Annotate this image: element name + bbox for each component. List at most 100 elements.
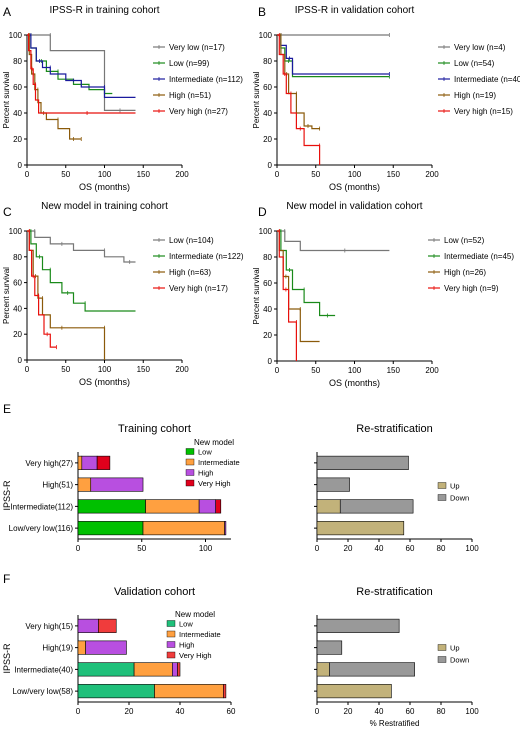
legend-swatch [166,641,176,648]
series-line [277,34,321,165]
series-line [277,34,390,78]
legend-label: Up [450,644,460,653]
legend-label: High [179,641,194,650]
x-tick-label: 150 [137,170,151,179]
x-tick-label: 100 [98,365,112,374]
series-line [277,34,390,75]
bar-segment [316,662,330,677]
legend-label: Intermediate (n=112) [169,75,243,84]
legend-swatch [166,630,176,638]
series-line [277,230,390,252]
panel-letter: B [258,5,266,19]
bar-segment [133,662,173,677]
category-label: Intermediate(40) [14,665,73,674]
legend-label: Intermediate (n=40) [454,75,520,84]
chart-title: Training cohort [118,423,191,435]
category-label: Very high(15) [25,622,73,631]
bar-segment [77,499,146,514]
x-tick-label: 80 [437,544,446,553]
bar-segment [316,477,350,492]
x-axis-label: OS (months) [79,377,130,387]
x-tick-label: 0 [25,365,30,374]
legend-label: High [198,469,213,478]
y-tick-label: 80 [263,253,272,262]
x-tick-label: 200 [425,170,439,179]
legend-label: Very low (n=17) [169,43,225,52]
bar-segment [339,499,414,514]
x-tick-label: 50 [137,544,146,553]
bar-segment [90,477,144,492]
y-tick-label: 40 [13,304,22,313]
x-tick-label: 0 [25,170,30,179]
x-tick-label: 0 [76,544,81,553]
bar-segment [316,455,409,470]
legend-label: Intermediate [179,630,221,639]
legend-label: Down [450,494,469,503]
y-tick-label: 40 [263,109,272,118]
x-tick-label: 100 [465,707,479,716]
legend-label: Intermediate [198,458,240,467]
x-tick-label: 150 [137,365,151,374]
x-tick-label: 150 [387,366,401,375]
bar-segment [329,662,415,677]
legend-swatch [185,458,195,466]
x-tick-label: 200 [175,170,189,179]
category-label: Intermediate(112) [10,502,73,511]
x-axis-label: OS (months) [329,182,380,192]
x-tick-label: 0 [315,544,320,553]
x-tick-label: 100 [98,170,112,179]
bar-segment [215,499,222,514]
x-tick-label: 50 [311,366,320,375]
x-tick-label: 0 [275,170,280,179]
legend-swatch [166,620,176,627]
y-tick-label: 80 [13,253,22,262]
series-line [277,230,297,361]
y-axis-label: Percent survival [2,267,11,324]
bar-segment [77,662,135,677]
legend-label: High (n=19) [454,91,496,100]
bar-segment [154,684,224,699]
x-tick-label: 60 [406,707,415,716]
bar-segment [77,684,155,699]
legend-label: Very high (n=9) [444,284,499,293]
legend-label: High (n=26) [444,268,486,277]
x-axis-label: OS (months) [329,378,380,388]
legend-swatch [166,651,176,659]
x-tick-label: 200 [425,366,439,375]
series-line [27,230,136,312]
legend-label: Low (n=54) [454,59,495,68]
x-tick-label: 20 [125,707,134,716]
category-label: High(51) [42,481,73,490]
x-tick-label: 50 [311,170,320,179]
category-label: High(19) [42,644,73,653]
bar-segment [316,618,400,633]
y-tick-label: 40 [13,109,22,118]
y-tick-label: 0 [18,161,23,170]
x-tick-label: 80 [437,707,446,716]
y-tick-label: 60 [13,279,22,288]
legend-label: Low [179,620,193,629]
legend-label: Very high (n=17) [169,284,228,293]
bar-segment [316,684,392,699]
bar-segment [85,640,127,655]
bar-segment [224,521,227,536]
y-tick-label: 100 [259,227,273,236]
x-tick-label: 60 [227,707,236,716]
legend-title: New model [175,610,215,619]
x-tick-label: 0 [76,707,81,716]
legend-label: Up [450,482,460,491]
bar-segment [223,684,227,699]
legend-swatch [437,494,447,501]
y-tick-label: 20 [263,135,272,144]
y-axis-label: Percent survival [252,267,261,324]
y-tick-label: 0 [18,356,23,365]
legend-label: Down [450,656,469,665]
series-line [27,34,82,140]
x-tick-label: 150 [387,170,401,179]
legend-swatch [437,482,447,489]
legend-label: Low (n=99) [169,59,210,68]
panel-letter: A [3,5,11,19]
legend-label: Very high (n=27) [169,107,228,116]
series-line [277,34,320,130]
series-line [27,34,113,95]
